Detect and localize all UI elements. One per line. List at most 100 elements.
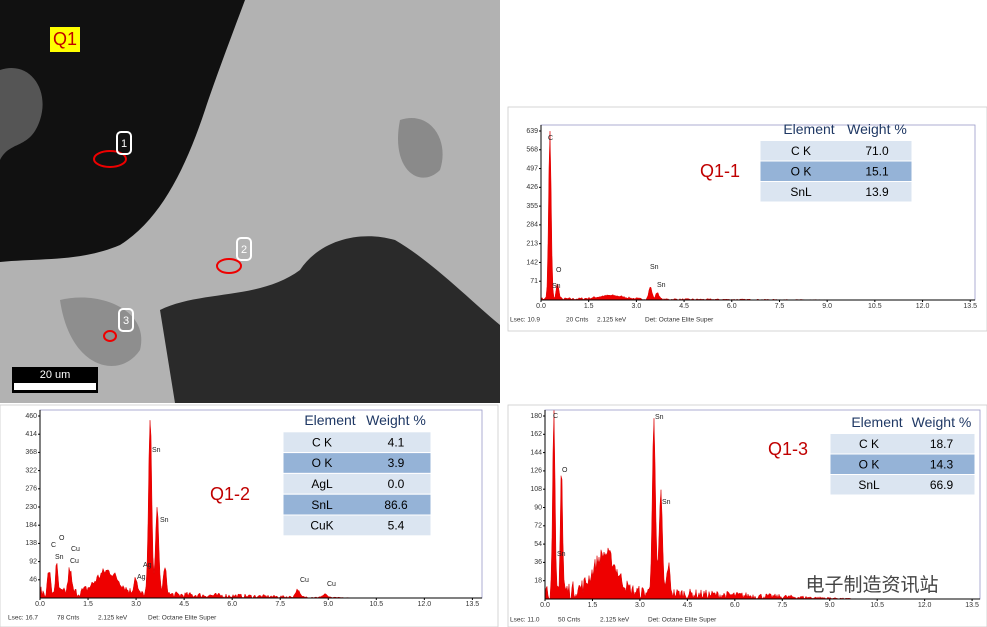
spectrum-panel: 460 414 368 322 276 230 184 138 92 46 0.0 1.5 3.0 4.5…	[0, 404, 499, 627]
table-row	[829, 433, 976, 455]
table-cell: 13.9	[865, 185, 889, 199]
peak-label: Cu	[300, 577, 309, 584]
y-tick-label: 497	[526, 165, 538, 172]
y-tick-label: 284	[526, 222, 538, 229]
table-row	[759, 140, 913, 162]
peak-label: Cu	[327, 581, 336, 588]
y-tick-label: 368	[25, 449, 37, 456]
peak-label: Sn	[657, 282, 666, 289]
table-cell: SnL	[790, 185, 812, 199]
point-box	[236, 237, 252, 261]
footer-text: 20 Cnts	[566, 317, 589, 324]
y-tick-label: 54	[534, 541, 542, 548]
y-tick-label: 18	[534, 578, 542, 585]
y-tick-label: 144	[530, 449, 542, 456]
x-tick-label: 13.5	[965, 602, 979, 609]
footer-text: 78 Cnts	[57, 615, 80, 622]
footer-text: 2.125 keV	[597, 317, 627, 324]
y-tick-label: 72	[534, 523, 542, 530]
x-tick-label: 6.0	[227, 601, 237, 608]
x-tick-label: 13.5	[963, 303, 977, 310]
table-cell: C K	[791, 144, 811, 158]
peak-label: O	[59, 535, 65, 542]
panel-background	[507, 106, 987, 332]
y-tick-label: 568	[526, 147, 538, 154]
y-tick-label: 36	[534, 559, 542, 566]
y-tick-label: 355	[526, 203, 538, 210]
table-cell: 5.4	[388, 519, 405, 533]
table-cell: O K	[791, 164, 812, 178]
peak-label: Sn	[662, 499, 671, 506]
dark-region	[160, 236, 500, 403]
y-tick-label: 46	[29, 577, 37, 584]
x-tick-label: 6.0	[727, 303, 737, 310]
x-tick-label: 1.5	[83, 601, 93, 608]
y-tick-label: 213	[526, 241, 538, 248]
table-header: Weight %	[366, 412, 426, 428]
peak-label: Sn	[650, 264, 659, 271]
table-cell: SnL	[311, 498, 333, 512]
point-label: 1	[121, 138, 127, 150]
watermark: 电子制造资讯站	[805, 574, 938, 596]
x-tick-label: 1.5	[588, 602, 598, 609]
peak-label: O	[556, 267, 562, 274]
panel-label: Q1-3	[768, 439, 808, 459]
peak-label: Sn	[557, 551, 566, 558]
x-tick-label: 0.0	[536, 303, 546, 310]
peak-label: C	[553, 413, 558, 420]
x-tick-label: 13.5	[466, 601, 480, 608]
x-tick-label: 12.0	[418, 601, 432, 608]
peak-label: Ag	[143, 562, 152, 569]
table-row	[282, 452, 432, 474]
point-box	[118, 308, 134, 332]
y-tick-label: 90	[534, 504, 542, 511]
peak-label: Cu	[71, 546, 80, 553]
x-tick-label: 1.5	[584, 303, 594, 310]
y-tick-label: 414	[25, 431, 37, 438]
y-tick-label: 126	[530, 468, 542, 475]
table: Element Weight % C K 71.0 O K 15.1 SnL 13.9	[759, 121, 913, 203]
peak-label: Sn	[160, 517, 169, 524]
table-cell: 71.0	[865, 144, 889, 158]
x-tick-label: 7.5	[777, 602, 787, 609]
x-tick-label: 4.5	[679, 303, 689, 310]
peak-label: Ag	[137, 574, 146, 581]
sem-label: Q1	[53, 29, 77, 49]
marker	[216, 258, 242, 274]
table-row	[282, 472, 432, 495]
table-cell: 14.3	[930, 457, 954, 471]
grey-region	[398, 118, 443, 178]
table-cell: 15.1	[865, 164, 889, 178]
peak-label: Sn	[152, 447, 161, 454]
footer-text: Lsec: 10.9	[510, 317, 540, 324]
footer-text: Det: Octane Elite Super	[148, 615, 217, 622]
table-header: Element	[783, 121, 834, 137]
peak-label: O	[562, 467, 568, 474]
footer-text: 50 Cnts	[558, 617, 581, 624]
footer-text: Det: Octane Elite Super	[648, 617, 717, 624]
y-tick-label: 639	[526, 128, 538, 135]
table-cell: CuK	[310, 519, 333, 533]
y-tick-label: 142	[526, 259, 538, 266]
table-cell: 18.7	[930, 437, 954, 451]
point-label: 3	[123, 315, 129, 327]
table-row	[282, 431, 432, 454]
sem-image: Q1 1 2 3 20 um	[0, 0, 500, 403]
table-row	[282, 493, 432, 516]
footer-text: Det: Octane Elite Super	[645, 317, 714, 324]
y-tick-label: 108	[530, 486, 542, 493]
spectrum-panel: 639 568 497 426 355 284 213 142 71 0.0 1.5 3.0 4.5 6.…	[507, 106, 987, 332]
peak-label: Sn	[655, 414, 664, 421]
footer-text: Lsec: 16.7	[8, 615, 38, 622]
table-cell: O K	[312, 456, 333, 470]
x-tick-label: 12.0	[916, 303, 930, 310]
scale-bar-label: 20 um	[40, 369, 71, 381]
point-label: 2	[241, 244, 247, 256]
y-tick-label: 322	[25, 467, 37, 474]
y-tick-label: 184	[25, 522, 37, 529]
scale-bar	[14, 383, 96, 390]
table-cell: 0.0	[388, 477, 405, 491]
table-header: Element	[851, 414, 902, 430]
y-tick-label: 180	[530, 413, 542, 420]
